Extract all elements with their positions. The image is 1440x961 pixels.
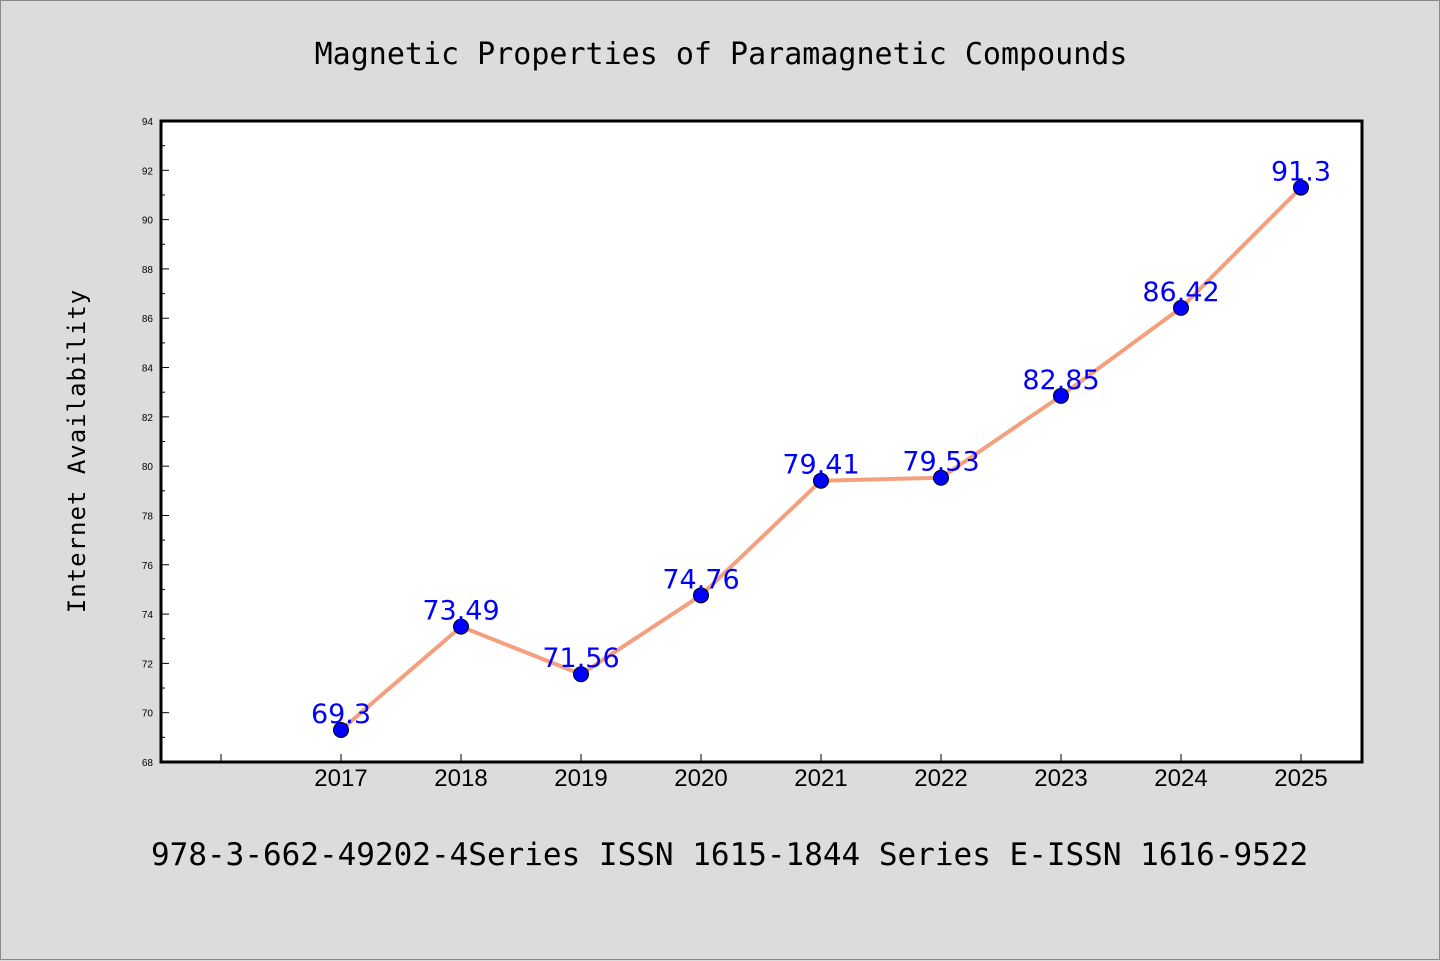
data-label: 79.53 — [902, 447, 979, 478]
x-tick-label: 2018 — [434, 765, 487, 792]
x-tick-label: 2023 — [1034, 765, 1087, 792]
y-tick-label: 92 — [142, 166, 154, 177]
chart-title: Magnetic Properties of Paramagnetic Comp… — [315, 37, 1128, 72]
y-tick-label: 88 — [142, 265, 154, 276]
x-tick-label: 2020 — [674, 765, 727, 792]
data-point — [1293, 179, 1309, 196]
data-point — [693, 587, 709, 604]
y-tick-label: 90 — [142, 216, 154, 227]
x-tick-label: 2021 — [794, 765, 847, 792]
x-tick-label: 2024 — [1154, 765, 1207, 792]
data-label: 82.85 — [1022, 365, 1099, 396]
y-tick-label: 72 — [142, 659, 154, 670]
data-point — [813, 472, 829, 489]
data-label: 74.76 — [662, 564, 739, 595]
data-label: 86.42 — [1142, 277, 1219, 308]
data-point — [1173, 299, 1189, 316]
y-tick-label: 68 — [142, 758, 154, 769]
y-tick-label: 70 — [142, 709, 154, 720]
plot-border — [159, 119, 1364, 764]
data-label: 71.56 — [542, 643, 619, 674]
x-tick-label: 2017 — [314, 765, 367, 792]
data-point — [333, 721, 349, 738]
data-label: 91.3 — [1271, 157, 1331, 188]
y-axis-label: Internet Availability — [63, 289, 91, 613]
x-tick-label: 2022 — [914, 765, 967, 792]
x-tick-label: 2025 — [1274, 765, 1327, 792]
x-tick-label: 2019 — [554, 765, 607, 792]
y-tick-label: 84 — [142, 364, 154, 375]
data-label: 69.3 — [311, 699, 371, 730]
x-axis: 2017 2018 2019 2020 2021 2022 2023 2024 2025 — [220, 754, 1328, 792]
y-tick-label: 86 — [142, 314, 154, 325]
data-point — [453, 618, 469, 635]
data-point — [933, 469, 949, 486]
y-tick-label: 78 — [142, 511, 154, 522]
data-point — [573, 666, 589, 683]
data-label: 79.41 — [782, 450, 859, 481]
series-line-group — [333, 179, 1309, 738]
y-tick-label: 80 — [142, 462, 154, 473]
data-label: 73.49 — [422, 596, 499, 627]
y-axis: 68 70 72 74 76 78 80 82 84 86 88 90 92 94 — [142, 117, 169, 769]
y-tick-label: 94 — [142, 117, 154, 128]
data-label-group: 69.3 73.49 71.56 74.76 79.41 79.53 82.85 86.42 9… — [311, 157, 1331, 730]
plot-area — [161, 121, 1362, 762]
footer-text: 978-3-662-49202-4Series ISSN 1615-1844 S… — [151, 837, 1308, 873]
data-point — [1053, 387, 1069, 404]
y-tick-label: 82 — [142, 413, 154, 424]
y-tick-label: 76 — [142, 561, 154, 572]
y-tick-label: 74 — [142, 610, 154, 621]
